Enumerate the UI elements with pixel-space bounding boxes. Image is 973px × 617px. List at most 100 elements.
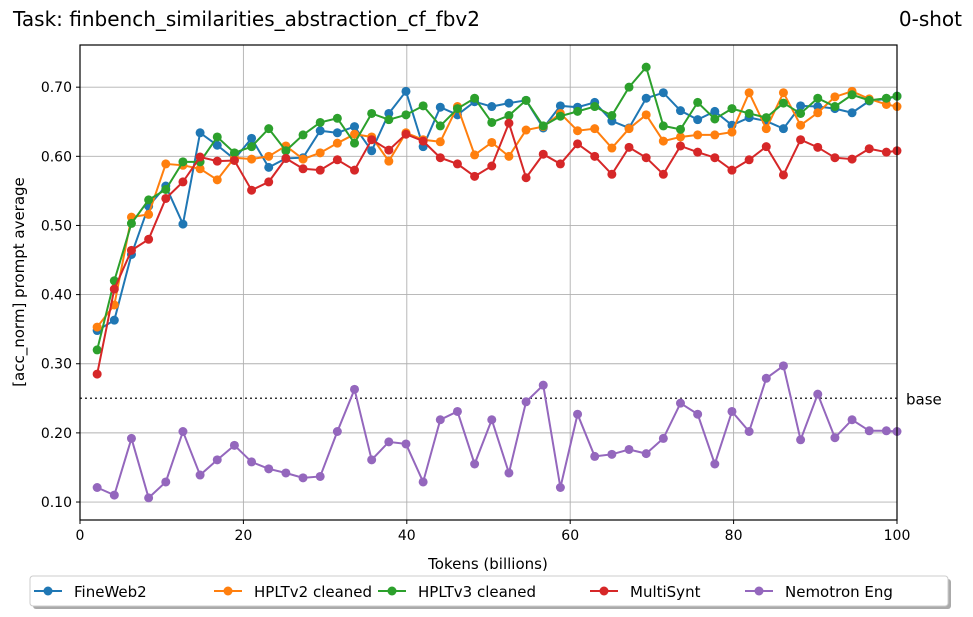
y-tick-label: 0.70 [41, 80, 72, 96]
data-point [470, 150, 480, 160]
data-point [384, 437, 394, 447]
data-point [315, 126, 325, 136]
y-tick-label: 0.40 [41, 288, 72, 304]
data-point [195, 152, 205, 162]
data-point [126, 245, 136, 255]
data-point [710, 153, 720, 163]
data-point [538, 380, 548, 390]
data-point [92, 322, 102, 332]
data-point [332, 155, 342, 165]
y-tick-label: 0.50 [41, 218, 72, 234]
data-point [418, 136, 428, 146]
data-point [92, 369, 102, 379]
data-point [195, 128, 205, 138]
data-point [212, 175, 222, 185]
data-point [590, 151, 600, 161]
data-point [778, 170, 788, 180]
x-tick-label: 100 [884, 528, 911, 544]
data-point [761, 142, 771, 152]
data-point [727, 127, 737, 137]
data-point [555, 111, 565, 121]
data-point [281, 146, 291, 156]
data-point [778, 98, 788, 108]
data-point [555, 101, 565, 111]
x-tick-label: 40 [398, 528, 416, 544]
data-point [813, 108, 823, 118]
data-point [881, 99, 891, 109]
legend-marker [43, 586, 53, 596]
data-point [710, 459, 720, 469]
series-line [96, 65, 898, 351]
series-group [92, 62, 902, 503]
data-point [144, 195, 154, 205]
data-point [538, 121, 548, 131]
data-point [350, 122, 360, 132]
data-point [830, 102, 840, 112]
data-point [761, 124, 771, 134]
data-point [881, 426, 891, 436]
data-point [830, 433, 840, 443]
y-axis-label: [acc_norm] prompt average [10, 177, 29, 387]
data-point [658, 136, 668, 146]
data-point [264, 151, 274, 161]
data-point [195, 470, 205, 480]
data-point [590, 451, 600, 461]
data-point [367, 146, 377, 156]
data-point [693, 147, 703, 157]
data-point [864, 95, 874, 105]
series-line [96, 364, 898, 500]
data-point [247, 133, 257, 143]
data-point [367, 135, 377, 145]
data-point [796, 101, 806, 111]
data-point [161, 477, 171, 487]
data-point [315, 165, 325, 175]
data-point [504, 111, 514, 121]
plot-frame [79, 44, 898, 521]
data-point [92, 345, 102, 355]
x-axis-label: Tokens (billions) [427, 555, 548, 573]
data-point [847, 90, 857, 100]
data-point [178, 219, 188, 229]
data-point [401, 110, 411, 120]
data-point [813, 142, 823, 152]
y-tick-label: 0.10 [41, 495, 72, 511]
data-point [144, 234, 154, 244]
data-point [847, 415, 857, 425]
chart-shot-label: 0-shot [899, 7, 962, 31]
data-point [264, 162, 274, 172]
data-point [830, 92, 840, 102]
data-point [573, 409, 583, 419]
data-point [658, 433, 668, 443]
data-point [521, 397, 531, 407]
data-point [384, 108, 394, 118]
y-tick-label: 0.20 [41, 426, 72, 442]
data-point [521, 95, 531, 105]
ticks: 0 20 40 60 80 100 0.10 0.20 0.30 0.40 0.50 0.60 0.70 [41, 80, 911, 544]
series-multisynt [92, 118, 902, 379]
data-point [796, 135, 806, 145]
data-point [847, 154, 857, 164]
data-point [470, 171, 480, 181]
data-point [126, 433, 136, 443]
data-point [761, 373, 771, 383]
data-point [658, 88, 668, 98]
data-point [641, 62, 651, 72]
data-point [658, 121, 668, 131]
data-point [161, 159, 171, 169]
data-point [487, 102, 497, 112]
data-point [384, 145, 394, 155]
data-point [212, 455, 222, 465]
data-point [693, 130, 703, 140]
data-point [607, 111, 617, 121]
data-point [813, 102, 823, 112]
data-point [487, 415, 497, 425]
data-point [264, 177, 274, 187]
data-point [178, 177, 188, 187]
data-point [247, 457, 257, 467]
data-point [778, 88, 788, 98]
data-point [641, 93, 651, 103]
data-point [573, 106, 583, 116]
data-point [504, 151, 514, 161]
data-point [435, 153, 445, 163]
